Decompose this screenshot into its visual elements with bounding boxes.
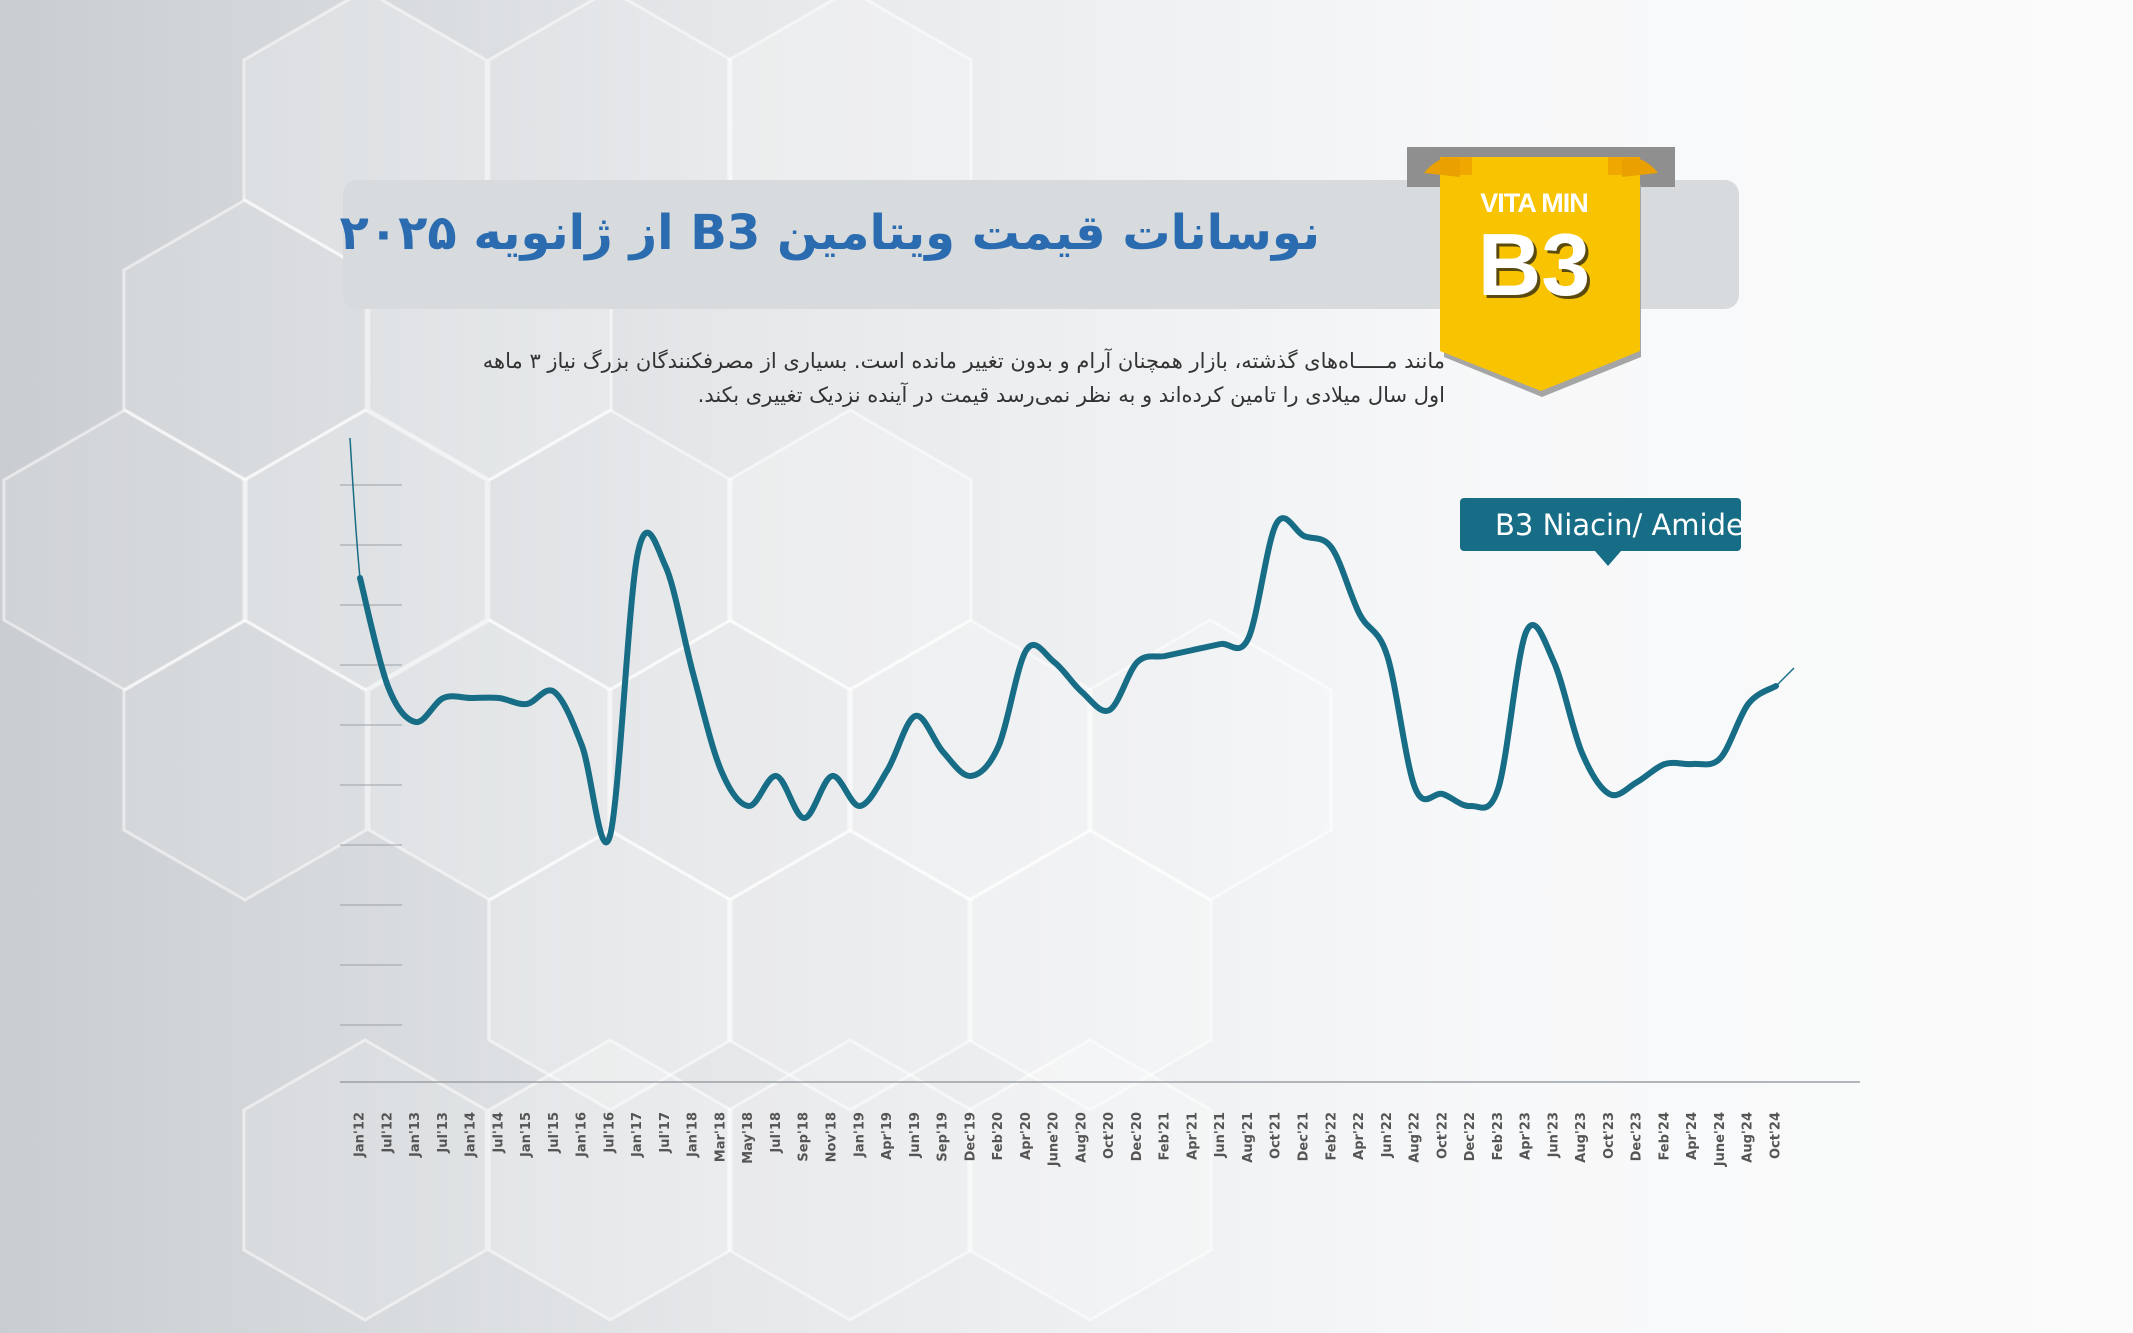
x-tick-label: Jul'18 <box>769 1112 784 1154</box>
x-tick-label: Feb'22 <box>1324 1112 1339 1161</box>
x-tick-label: Apr'24 <box>1685 1112 1700 1160</box>
legend-box: B3 Niacin/ Amide <box>1460 498 1744 566</box>
y-axis-ticks <box>340 484 402 1026</box>
x-tick-label: Apr'22 <box>1352 1112 1367 1160</box>
series-line-lead-in <box>349 437 361 579</box>
background-hexagon <box>122 618 368 902</box>
x-tick-label: June'20 <box>1047 1112 1062 1167</box>
x-tick-label: Jul'12 <box>380 1112 395 1154</box>
x-tick-label: Jan'17 <box>630 1112 645 1158</box>
x-tick-label: Oct'20 <box>1102 1112 1117 1159</box>
x-tick-label: Aug'20 <box>1074 1112 1089 1163</box>
badge-label-main: B3 <box>1477 215 1591 314</box>
description-text: مانند مـــــاه‌های گذشته، بازار همچنان آ… <box>482 349 1445 407</box>
page-title: نوسانات قیمت ویتامین B3 از ژانویه ۲۰۲۵ <box>339 205 1321 261</box>
x-tick-label: Aug'22 <box>1408 1112 1423 1163</box>
x-tick-label: Jun'23 <box>1546 1112 1561 1158</box>
x-tick-label: Jul'17 <box>658 1112 673 1154</box>
x-tick-label: Sep'19 <box>936 1112 951 1162</box>
series-line-tail <box>1775 667 1795 687</box>
x-tick-label: Dec'21 <box>1297 1112 1312 1161</box>
x-tick-label: Jul'13 <box>436 1112 451 1154</box>
x-tick-label: Jun'21 <box>1213 1112 1228 1158</box>
x-tick-label: Jan'19 <box>852 1112 867 1158</box>
x-tick-label: Apr'23 <box>1519 1112 1534 1160</box>
x-tick-label: Jul'16 <box>602 1112 617 1154</box>
background-hexagon <box>242 1038 488 1322</box>
x-tick-label: May'18 <box>741 1112 756 1164</box>
x-tick-label: Apr'20 <box>1019 1112 1034 1160</box>
vitamin-badge-icon <box>1407 147 1675 397</box>
x-tick-label: Feb'23 <box>1491 1112 1506 1161</box>
x-tick-label: Aug'24 <box>1741 1112 1756 1163</box>
x-tick-label: Apr'19 <box>880 1112 895 1160</box>
x-tick-label: Jul'14 <box>491 1112 506 1154</box>
x-tick-label: Oct'22 <box>1435 1112 1450 1159</box>
x-tick-label: Nov'18 <box>825 1112 840 1162</box>
x-tick-label: Jan'12 <box>353 1112 368 1158</box>
x-tick-label: Feb'20 <box>991 1112 1006 1161</box>
x-tick-label: Jan'15 <box>519 1112 534 1158</box>
x-tick-label: Dec'22 <box>1463 1112 1478 1161</box>
x-axis-labels: Jan'12 Jul'12 Jan'13 Jul'13 Jan'14 Jul'14 Jan'… <box>353 1112 1784 1167</box>
background-hexagon <box>967 828 1213 1112</box>
x-tick-label: Jan'16 <box>575 1112 590 1158</box>
series-line-b3-niacin-amide <box>357 515 1779 846</box>
x-tick-label: Oct'23 <box>1602 1112 1617 1159</box>
x-tick-label: Jul'15 <box>547 1112 562 1154</box>
x-tick-label: Aug'23 <box>1574 1112 1589 1163</box>
x-tick-label: Mar'18 <box>713 1112 728 1162</box>
x-tick-label: Dec'20 <box>1130 1112 1145 1161</box>
x-tick-label: Jun'19 <box>908 1112 923 1158</box>
x-tick-label: Sep'18 <box>797 1112 812 1162</box>
x-tick-label: Feb'21 <box>1158 1112 1173 1161</box>
x-tick-label: Aug'21 <box>1241 1112 1256 1163</box>
x-tick-label: Apr'21 <box>1185 1112 1200 1160</box>
x-tick-label: Jun'22 <box>1380 1112 1395 1158</box>
legend-label: B3 Niacin/ Amide <box>1495 508 1744 542</box>
x-tick-label: Jan'13 <box>408 1112 423 1158</box>
x-tick-label: Oct'24 <box>1769 1112 1784 1159</box>
x-tick-label: Jan'18 <box>686 1112 701 1158</box>
x-tick-label: June'24 <box>1713 1112 1728 1167</box>
x-tick-label: Oct'21 <box>1269 1112 1284 1159</box>
x-tick-label: Feb'24 <box>1657 1112 1672 1161</box>
x-tick-label: Jan'14 <box>464 1112 479 1158</box>
x-tick-label: Dec'23 <box>1630 1112 1645 1161</box>
badge-label-top: VITA MIN <box>1480 188 1589 218</box>
background-hexagon <box>967 1038 1213 1322</box>
x-tick-label: Dec'19 <box>963 1112 978 1161</box>
